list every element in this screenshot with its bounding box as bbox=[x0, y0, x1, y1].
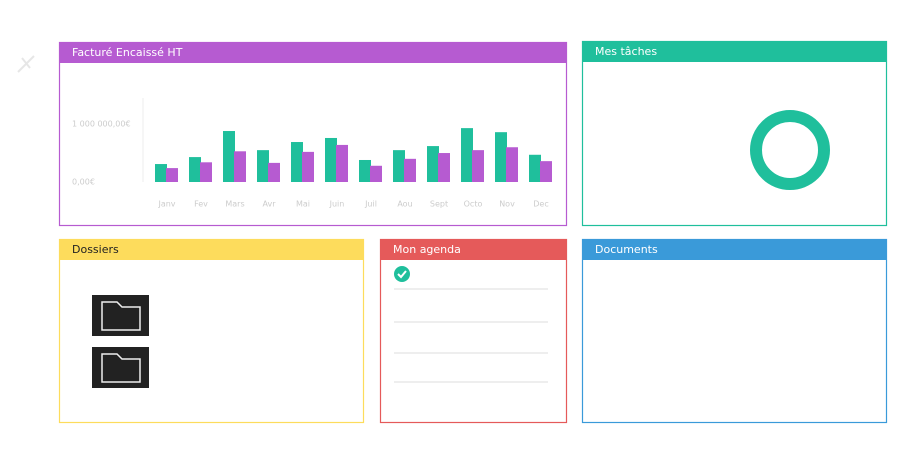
panel bbox=[581, 238, 888, 424]
x-tick-label: Fev bbox=[194, 200, 208, 209]
bar bbox=[404, 158, 416, 182]
x-tick-label: Mars bbox=[225, 200, 244, 209]
panel bbox=[58, 41, 568, 227]
panel-title: Facturé Encaissé HT bbox=[72, 46, 183, 59]
y-tick-label: 1 000 000,00€ bbox=[72, 120, 131, 129]
bar bbox=[506, 147, 518, 182]
bar bbox=[200, 162, 212, 182]
x-tick-label: Mai bbox=[296, 200, 310, 209]
bar bbox=[302, 151, 314, 182]
folder bbox=[92, 295, 149, 388]
logo bbox=[17, 55, 35, 73]
panel-title: Dossiers bbox=[72, 243, 119, 256]
panel-header bbox=[582, 41, 887, 62]
bar bbox=[189, 157, 201, 182]
bar bbox=[438, 153, 450, 182]
bar bbox=[155, 164, 167, 182]
x-tick-label: Juil bbox=[364, 200, 377, 209]
bar bbox=[540, 161, 552, 182]
bar bbox=[370, 165, 382, 182]
panel-header bbox=[59, 239, 364, 260]
chart: 0,00€ 1 000 000,00€ Janv Fev Mars Avr Mai Juin J… bbox=[72, 98, 552, 209]
bar bbox=[472, 150, 484, 182]
bar bbox=[268, 162, 280, 182]
panel-title: Mes tâches bbox=[595, 45, 657, 58]
bar bbox=[495, 132, 507, 182]
bar bbox=[166, 168, 178, 182]
panel bbox=[379, 238, 568, 424]
panel-title: Documents bbox=[595, 243, 658, 256]
bar bbox=[234, 151, 246, 182]
x-tick-label: Octo bbox=[464, 200, 483, 209]
x-tick-label: Avr bbox=[262, 200, 276, 209]
x-tick-label: Sept bbox=[430, 200, 448, 209]
bar bbox=[325, 137, 337, 182]
panel bbox=[581, 40, 888, 227]
x-tick-label: Juin bbox=[329, 200, 345, 209]
panels: Facturé Encaissé HT Mes tâches Dossiers Mon… bbox=[58, 40, 888, 424]
panel-header bbox=[59, 42, 567, 63]
panel-header bbox=[380, 239, 567, 260]
bar bbox=[529, 154, 541, 182]
x-tick-label: Nov bbox=[499, 200, 515, 209]
bar bbox=[336, 144, 348, 182]
x-tick-label: Janv bbox=[157, 200, 175, 209]
panel-title: Mon agenda bbox=[393, 243, 461, 256]
bar bbox=[359, 159, 371, 182]
bar bbox=[393, 150, 405, 182]
bar bbox=[257, 150, 269, 182]
tasks-donut bbox=[750, 110, 830, 190]
bar bbox=[427, 146, 439, 182]
y-tick-label: 0,00€ bbox=[72, 178, 95, 187]
x-tick-label: Dec bbox=[533, 200, 548, 209]
bar bbox=[291, 142, 303, 182]
panel-header bbox=[582, 239, 887, 260]
agenda-list bbox=[394, 266, 548, 383]
bar bbox=[223, 131, 235, 182]
bar bbox=[461, 128, 473, 182]
x-tick-label: Aou bbox=[397, 200, 412, 209]
